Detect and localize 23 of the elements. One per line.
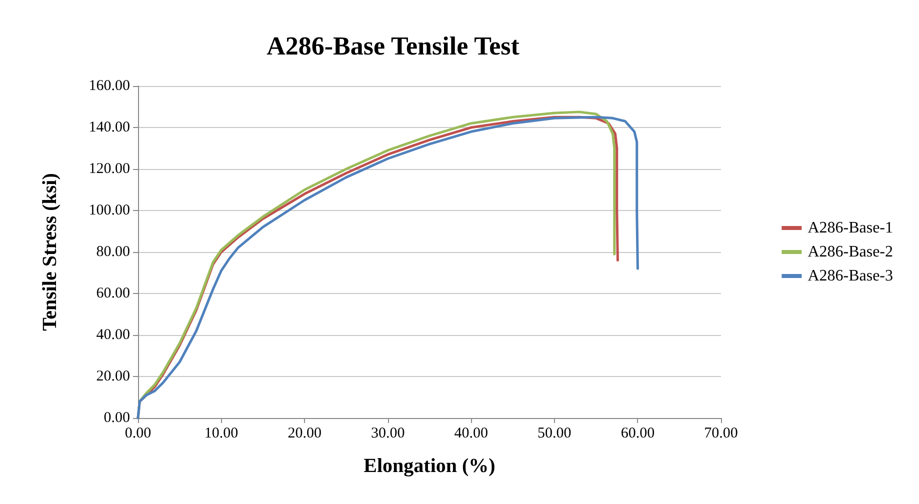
x-axis-title: Elongation (%) [364, 455, 496, 477]
y-axis-title: Tensile Stress (ksi) [39, 173, 61, 331]
y-tick-label: 140.00 [88, 120, 130, 136]
y-tick-label: 120.00 [88, 161, 130, 177]
x-tick-label: 0.00 [124, 426, 152, 442]
y-tick-label: 100.00 [88, 202, 130, 218]
y-tick-label: 0.00 [104, 410, 130, 426]
x-tick-label: 60.00 [620, 426, 655, 442]
legend-label: A286-Base-3 [808, 268, 893, 284]
x-tick-label: 20.00 [288, 426, 322, 442]
legend-label: A286-Base-1 [808, 220, 893, 236]
chart-title: A286-Base Tensile Test [266, 32, 520, 60]
x-tick-label: 70.00 [704, 426, 738, 442]
y-tick-label: 80.00 [96, 244, 130, 260]
x-tick-label: 40.00 [454, 426, 488, 442]
legend-label: A286-Base-2 [808, 244, 893, 260]
y-tick-label: 160.00 [88, 78, 130, 94]
x-tick-label: 50.00 [538, 426, 572, 442]
y-tick-label: 40.00 [96, 327, 130, 343]
y-tick-label: 60.00 [96, 286, 130, 302]
x-tick-label: 30.00 [370, 426, 405, 442]
y-tick-label: 20.00 [96, 368, 130, 384]
x-tick-label: 10.00 [204, 426, 238, 442]
